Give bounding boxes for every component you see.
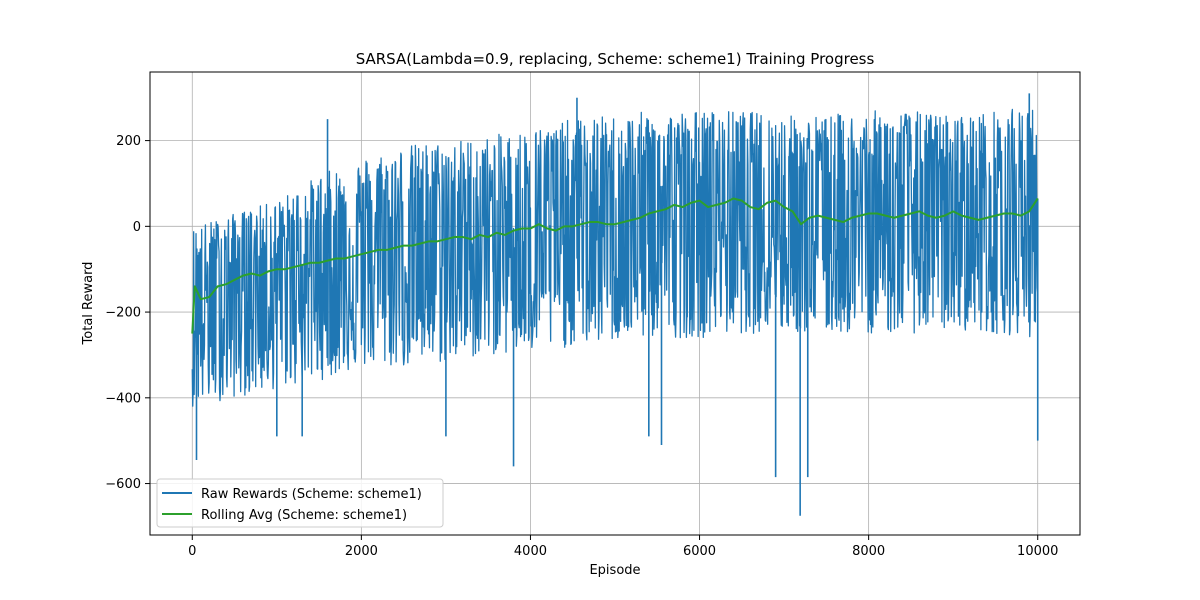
y-tick-label: −600 — [105, 477, 141, 492]
y-tick-label: −400 — [105, 391, 141, 406]
chart-title: SARSA(Lambda=0.9, replacing, Scheme: sch… — [356, 50, 875, 68]
raw-rewards-line — [191, 108, 1039, 407]
x-axis-ticks: 0 2000 4000 6000 8000 10000 — [188, 535, 1058, 559]
y-tick-label: 200 — [116, 134, 141, 149]
y-tick-label: 0 — [133, 220, 141, 235]
y-tick-label: −200 — [105, 306, 141, 321]
y-axis-ticks: −600 −400 −200 0 200 — [105, 134, 150, 492]
legend-label-avg: Rolling Avg (Scheme: scheme1) — [201, 508, 407, 523]
y-axis-label: Total Reward — [81, 262, 96, 346]
x-tick-label: 4000 — [514, 544, 547, 559]
x-axis-label: Episode — [589, 563, 640, 578]
x-tick-label: 8000 — [852, 544, 885, 559]
x-tick-label: 6000 — [683, 544, 716, 559]
plot-frame — [149, 71, 1081, 536]
x-tick-label: 10000 — [1017, 544, 1058, 559]
raw-rewards-series — [191, 93, 1039, 516]
legend-box — [156, 478, 444, 528]
rolling-avg-series — [191, 197, 1039, 334]
x-tick-label: 2000 — [345, 544, 378, 559]
legend: Raw Rewards (Scheme: scheme1) Rolling Av… — [156, 478, 444, 528]
x-tick-label: 0 — [188, 544, 196, 559]
rolling-avg-line — [191, 197, 1039, 334]
legend-label-raw: Raw Rewards (Scheme: scheme1) — [201, 487, 422, 502]
